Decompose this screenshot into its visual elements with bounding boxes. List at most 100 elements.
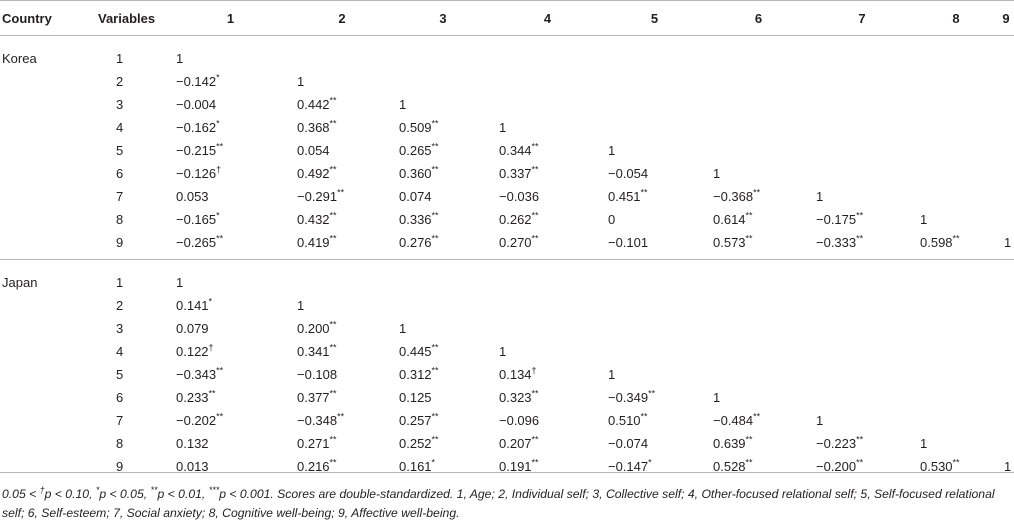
correlation-cell: 0.125 <box>393 386 493 409</box>
correlation-value: 1 <box>920 212 928 227</box>
correlation-cell <box>998 271 1014 294</box>
correlation-cell <box>914 162 998 185</box>
significance-mark: ** <box>329 388 337 399</box>
variable-cell: 1 <box>116 51 124 66</box>
correlation-value: 1 <box>608 367 616 382</box>
correlation-value: 0.216 <box>297 459 330 474</box>
significance-mark: ** <box>329 233 337 244</box>
header-col-7: 7 <box>810 0 914 36</box>
correlation-cell: 1 <box>810 185 914 208</box>
correlation-cell <box>493 317 602 340</box>
correlation-cell: −0.004 <box>170 93 291 116</box>
correlation-value: 0.445 <box>399 344 432 359</box>
correlation-value: 0.510 <box>608 413 641 428</box>
correlation-cell <box>810 317 914 340</box>
correlation-value: −0.291 <box>297 189 338 204</box>
significance-mark: ** <box>856 233 864 244</box>
correlation-value: 0.341 <box>297 344 330 359</box>
correlation-cell: 0.419** <box>291 231 393 254</box>
country-cell <box>0 116 88 139</box>
correlation-cell: 0.639** <box>707 432 810 455</box>
correlation-cell: 0.336** <box>393 208 493 231</box>
significance-mark: ** <box>208 388 216 399</box>
correlation-value: 0.207 <box>499 436 532 451</box>
correlation-cell: −0.202** <box>170 409 291 432</box>
correlation-cell <box>393 294 493 317</box>
correlation-cell <box>914 409 998 432</box>
correlation-cell <box>914 340 998 363</box>
country-cell <box>0 455 88 478</box>
correlation-value: 0.442 <box>297 97 330 112</box>
correlation-value: 0 <box>608 212 616 227</box>
correlation-value: 0.528 <box>713 459 746 474</box>
correlation-cell <box>810 386 914 409</box>
correlation-value: 0.377 <box>297 390 330 405</box>
significance-mark: * <box>216 210 220 221</box>
table-row: 7 0.053 −0.291** 0.074 −0.036 0.451** −0.368**… <box>0 185 1014 208</box>
correlation-cell <box>493 93 602 116</box>
significance-mark: ** <box>329 434 337 445</box>
correlation-value: −0.074 <box>608 436 649 451</box>
significance-mark: * <box>208 296 213 307</box>
correlation-cell <box>810 116 914 139</box>
correlation-cell <box>707 47 810 70</box>
correlation-cell <box>291 47 393 70</box>
significance-mark: ** <box>431 233 439 244</box>
correlation-cell <box>493 271 602 294</box>
footnote-star2: ** <box>150 484 158 495</box>
correlation-cell <box>810 47 914 70</box>
correlation-cell: 1 <box>602 139 707 162</box>
correlation-value: −0.101 <box>608 235 649 250</box>
table-row: 5 −0.343** −0.108 0.312** 0.134† 1 <box>0 363 1014 386</box>
correlation-cell: 0.054 <box>291 139 393 162</box>
correlation-value: −0.108 <box>297 367 338 382</box>
significance-mark: † <box>208 342 214 353</box>
correlation-value: 0.262 <box>499 212 532 227</box>
correlation-cell <box>998 70 1014 93</box>
table-row: 9 0.013 0.216** 0.161* 0.191** −0.147* 0.528**… <box>0 455 1014 478</box>
correlation-cell: 0 <box>602 208 707 231</box>
correlation-value: 0.134 <box>499 367 532 382</box>
correlation-cell: 0.216** <box>291 455 393 478</box>
correlation-value: 0.432 <box>297 212 330 227</box>
correlation-cell: −0.054 <box>602 162 707 185</box>
correlation-cell: 0.013 <box>170 455 291 478</box>
correlation-cell: 0.323** <box>493 386 602 409</box>
gap-cell <box>0 36 1014 48</box>
variable-cell: 7 <box>116 413 124 428</box>
correlation-cell <box>707 294 810 317</box>
correlation-value: −0.147 <box>608 459 649 474</box>
correlation-value: 1 <box>176 51 184 66</box>
variable-cell: 6 <box>116 390 124 405</box>
correlation-value: 0.312 <box>399 367 432 382</box>
significance-mark: ** <box>431 342 439 353</box>
significance-mark: ** <box>640 411 648 422</box>
correlation-value: 0.132 <box>176 436 209 451</box>
correlation-cell: 0.445** <box>393 340 493 363</box>
significance-mark: ** <box>329 95 337 106</box>
group-separator <box>0 254 1014 260</box>
significance-mark: ** <box>329 342 337 353</box>
correlation-cell: 0.122† <box>170 340 291 363</box>
country-cell <box>0 294 88 317</box>
correlation-cell <box>998 409 1014 432</box>
correlation-value: −0.223 <box>816 436 857 451</box>
correlation-value: 0.451 <box>608 189 641 204</box>
correlation-cell: 0.207** <box>493 432 602 455</box>
correlation-cell: −0.142* <box>170 70 291 93</box>
correlation-cell: 0.074 <box>393 185 493 208</box>
table-row: 8 −0.165* 0.432** 0.336** 0.262** 0 0.614** −0.… <box>0 208 1014 231</box>
table-row: 8 0.132 0.271** 0.252** 0.207** −0.074 0.639**… <box>0 432 1014 455</box>
variable-cell: 2 <box>116 298 124 313</box>
table-row: 6 −0.126† 0.492** 0.360** 0.337** −0.054 1 <box>0 162 1014 185</box>
correlation-cell: 0.191** <box>493 455 602 478</box>
table-row: 4 −0.162* 0.368** 0.509** 1 <box>0 116 1014 139</box>
correlation-cell: 1 <box>602 363 707 386</box>
correlation-cell: 0.432** <box>291 208 393 231</box>
correlation-cell <box>493 70 602 93</box>
significance-mark: ** <box>216 411 224 422</box>
correlation-value: 0.054 <box>297 143 330 158</box>
correlation-cell <box>707 271 810 294</box>
footnote-star3: *** <box>208 484 220 495</box>
correlation-value: 0.270 <box>499 235 532 250</box>
